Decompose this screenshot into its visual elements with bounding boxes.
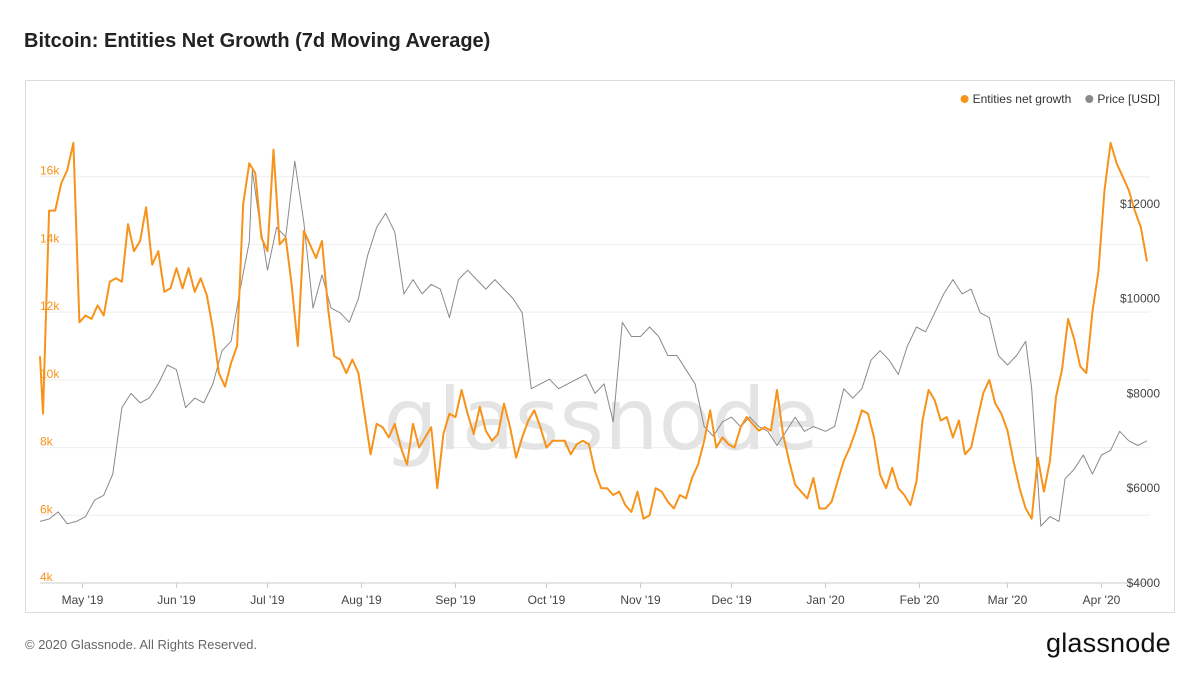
grid-lines	[40, 176, 1150, 516]
price-usd-line	[39, 160, 1148, 527]
axes: 4k 6k 8k 10k 12k 14k 16k $4000 $6000 $8000 $10000 $…	[40, 164, 1160, 607]
chart-svg: glassnode 4k 6k 8k 10k 12k 14k 16k $4000 $6000 $8…	[39, 92, 1160, 607]
right-axis-tick-label: $10000	[1120, 292, 1160, 306]
entities-net-growth-line	[39, 141, 1148, 520]
chart-title: Bitcoin: Entities Net Growth (7d Moving …	[24, 30, 491, 52]
left-axis-tick-label: 14k	[40, 231, 60, 245]
left-axis-tick-label: 16k	[40, 164, 60, 178]
right-axis-tick-label: $8000	[1127, 386, 1161, 400]
left-axis-tick-label: 10k	[40, 367, 60, 381]
x-axis-tick-label: Oct '19	[528, 593, 566, 607]
left-axis-tick-label: 12k	[40, 299, 60, 313]
watermark: glassnode	[383, 370, 818, 470]
right-axis-tick-label: $12000	[1120, 197, 1160, 211]
right-axis-tick-label: $4000	[1127, 576, 1161, 590]
x-axis-tick-label: Apr '20	[1083, 593, 1121, 607]
x-axis-tick-label: Dec '19	[711, 593, 752, 607]
legend: Price [USD] Entities net growth	[960, 92, 1160, 106]
x-axis-tick-label: Jul '19	[250, 593, 285, 607]
x-axis-tick-label: Feb '20	[900, 593, 940, 607]
x-axis-tick-label: Aug '19	[341, 593, 382, 607]
left-axis-tick-label: 4k	[40, 570, 54, 584]
glassnode-logo[interactable]: glassnode	[1046, 628, 1171, 658]
x-axis-tick-label: Nov '19	[620, 593, 661, 607]
left-axis-tick-label: 6k	[40, 502, 54, 516]
x-axis-tick-label: Mar '20	[988, 593, 1028, 607]
legend-dot-price	[1085, 95, 1094, 103]
x-axis-tick-label: Jan '20	[806, 593, 845, 607]
left-axis-tick-label: 8k	[40, 435, 54, 449]
x-axis-tick-label: May '19	[62, 593, 104, 607]
right-axis-tick-label: $6000	[1127, 481, 1161, 495]
legend-label-price: Price [USD]	[1097, 92, 1160, 106]
chart-panel: glassnode 4k 6k 8k 10k 12k 14k 16k $4000 $6000 $8…	[25, 80, 1175, 613]
x-axis-tick-label: Sep '19	[435, 593, 476, 607]
series-lines	[39, 141, 1148, 527]
legend-label-entities: Entities net growth	[973, 92, 1072, 106]
legend-dot-entities	[960, 95, 969, 103]
copyright-footer: © 2020 Glassnode. All Rights Reserved.	[25, 637, 258, 652]
x-axis-tick-label: Jun '19	[157, 593, 196, 607]
